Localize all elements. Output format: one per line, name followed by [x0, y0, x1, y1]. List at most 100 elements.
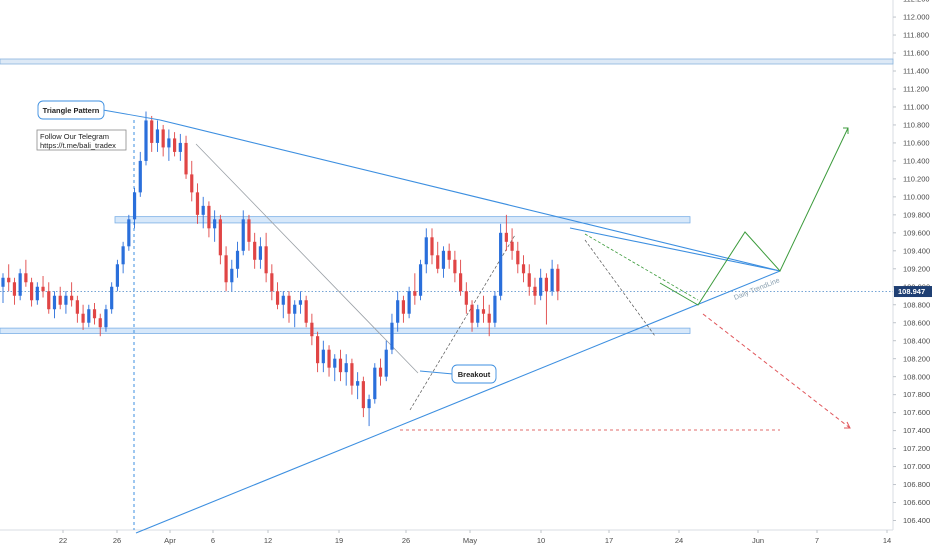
candle-body[interactable]	[161, 129, 165, 148]
candle-body[interactable]	[184, 142, 188, 175]
candle-body[interactable]	[115, 264, 119, 287]
candle-body[interactable]	[527, 273, 531, 287]
candle-body[interactable]	[127, 219, 131, 247]
candle-body[interactable]	[35, 286, 39, 301]
candle-body[interactable]	[367, 399, 371, 409]
candle-body[interactable]	[87, 309, 91, 323]
candle-body[interactable]	[132, 192, 137, 220]
candle-body[interactable]	[281, 295, 285, 305]
candle-body[interactable]	[195, 192, 200, 215]
candle-body[interactable]	[293, 304, 297, 314]
candle-body[interactable]	[41, 286, 45, 292]
bullish-arrowhead	[843, 127, 849, 134]
candle-body[interactable]	[430, 237, 434, 256]
candle-body[interactable]	[264, 246, 268, 274]
candle-body[interactable]	[110, 286, 114, 310]
candle-body[interactable]	[356, 381, 360, 386]
candle-body[interactable]	[333, 358, 337, 368]
candle-body[interactable]	[1, 277, 5, 287]
candle-body[interactable]	[493, 295, 497, 323]
candle-body[interactable]	[213, 219, 217, 229]
candle-body[interactable]	[396, 300, 400, 323]
candle-body[interactable]	[98, 318, 102, 328]
candle-body[interactable]	[253, 241, 257, 260]
candle-body[interactable]	[144, 120, 148, 161]
candle-body[interactable]	[521, 264, 526, 274]
candle-body[interactable]	[344, 363, 348, 373]
candle-body[interactable]	[201, 205, 205, 215]
candle-body[interactable]	[447, 250, 451, 260]
candle-body[interactable]	[384, 349, 388, 377]
candle-body[interactable]	[533, 286, 537, 296]
candle-body[interactable]	[190, 174, 194, 193]
candle-body[interactable]	[499, 232, 503, 296]
candle-body[interactable]	[75, 300, 79, 314]
candle-body[interactable]	[327, 349, 331, 368]
candle-body[interactable]	[310, 322, 314, 337]
candle-body[interactable]	[298, 300, 303, 305]
candle-body[interactable]	[287, 295, 291, 314]
candle-body[interactable]	[321, 349, 325, 364]
candle-body[interactable]	[247, 219, 251, 242]
candle-body[interactable]	[510, 241, 514, 251]
candle-body[interactable]	[173, 138, 177, 152]
candle-body[interactable]	[241, 219, 245, 251]
candle-body[interactable]	[550, 268, 554, 292]
candle-body[interactable]	[230, 268, 234, 283]
candle-body[interactable]	[316, 336, 320, 364]
candle-body[interactable]	[516, 250, 520, 265]
candle-body[interactable]	[138, 160, 142, 193]
candle-body[interactable]	[401, 300, 405, 314]
candle-body[interactable]	[470, 304, 474, 323]
candle-body[interactable]	[464, 291, 468, 305]
candle-body[interactable]	[378, 367, 383, 377]
candle-body[interactable]	[12, 282, 17, 296]
candle-body[interactable]	[476, 309, 480, 323]
candle-body[interactable]	[167, 138, 171, 148]
candle-body[interactable]	[150, 120, 154, 143]
candle-body[interactable]	[218, 219, 222, 256]
candle-body[interactable]	[436, 255, 440, 269]
candle-body[interactable]	[258, 246, 262, 260]
candle-body[interactable]	[207, 205, 211, 229]
candle-body[interactable]	[155, 129, 160, 143]
candle-body[interactable]	[556, 268, 560, 292]
candle-body[interactable]	[70, 295, 74, 301]
candle-body[interactable]	[413, 291, 417, 296]
candle-body[interactable]	[270, 273, 274, 292]
candle-body[interactable]	[52, 295, 57, 310]
candle-body[interactable]	[275, 291, 280, 305]
candle-body[interactable]	[459, 273, 463, 292]
candle-body[interactable]	[390, 322, 394, 350]
candle-body[interactable]	[418, 264, 423, 296]
candle-body[interactable]	[7, 277, 11, 283]
candle-body[interactable]	[424, 237, 428, 265]
candle-body[interactable]	[224, 255, 228, 283]
candle-body[interactable]	[92, 309, 97, 319]
candle-body[interactable]	[441, 250, 446, 269]
candle-body[interactable]	[178, 142, 182, 152]
candle-body[interactable]	[30, 282, 34, 301]
candle-body[interactable]	[453, 259, 457, 274]
candle-body[interactable]	[539, 277, 543, 296]
candle-body[interactable]	[58, 295, 62, 305]
candle-body[interactable]	[544, 277, 548, 292]
candle-body[interactable]	[121, 246, 125, 265]
candle-body[interactable]	[487, 313, 491, 323]
candle-body[interactable]	[373, 367, 377, 400]
candle-body[interactable]	[338, 358, 343, 373]
candle-body[interactable]	[481, 309, 486, 314]
candle-body[interactable]	[64, 295, 68, 305]
candle-body[interactable]	[18, 273, 22, 296]
candle-body[interactable]	[47, 291, 51, 310]
candle-body[interactable]	[504, 232, 508, 242]
candle-body[interactable]	[407, 291, 411, 314]
candle-body[interactable]	[235, 250, 240, 269]
candle-body[interactable]	[81, 313, 85, 323]
candle-body[interactable]	[304, 300, 308, 323]
candle-body[interactable]	[24, 273, 28, 283]
candle-body[interactable]	[350, 363, 354, 386]
candle-body[interactable]	[104, 309, 108, 328]
candle-body[interactable]	[361, 381, 365, 409]
